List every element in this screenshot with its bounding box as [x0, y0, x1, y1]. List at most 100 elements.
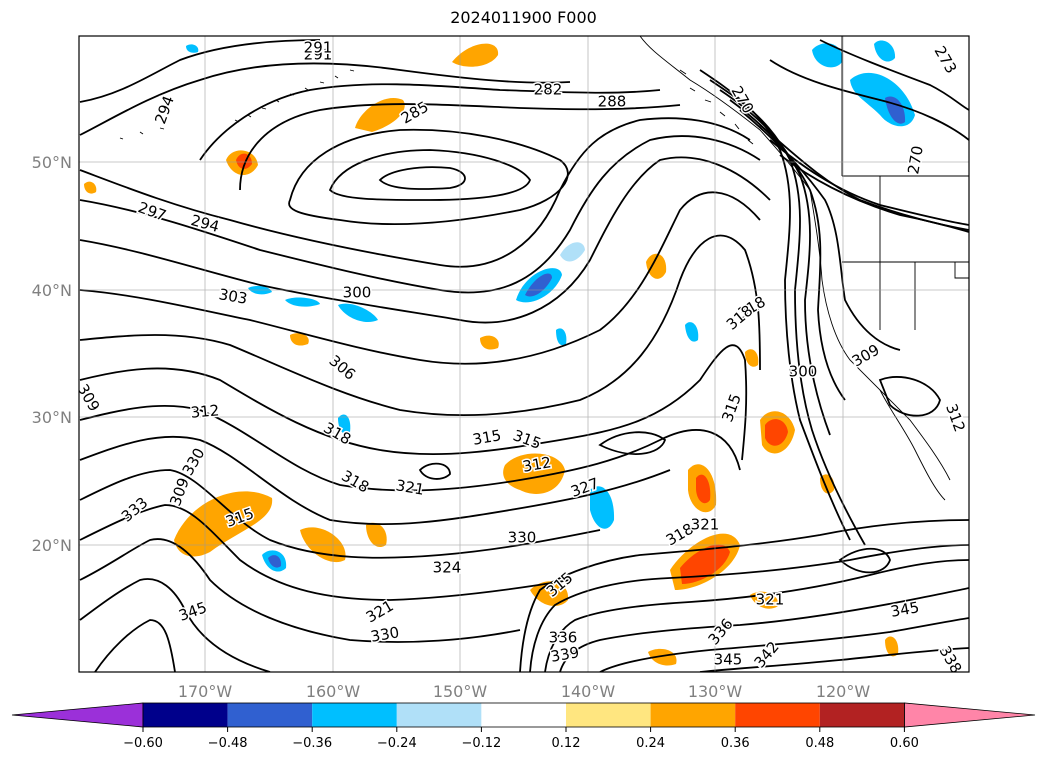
- lon-tick-label: 120°W: [816, 682, 871, 701]
- contour-line: [779, 154, 969, 233]
- shade-patch: [268, 555, 282, 568]
- colorbar-segment: [650, 703, 736, 727]
- colorbar-tick-label: 0.60: [890, 736, 919, 751]
- shade-patch: [338, 414, 351, 435]
- lat-tick-label: 20°N: [32, 536, 72, 555]
- contour-line: [79, 435, 671, 526]
- coastline-alaska-islands: [679, 69, 754, 145]
- shade-patch: [530, 581, 569, 606]
- shade-patch: [480, 335, 499, 350]
- colorbar-tick-label: −0.36: [292, 736, 332, 751]
- shade-patch: [745, 349, 759, 367]
- contour-label: 312: [190, 401, 220, 421]
- shade-patch: [285, 297, 320, 307]
- contour-label: 336: [549, 629, 578, 647]
- contour-line: [328, 149, 531, 201]
- map-area: [79, 36, 969, 672]
- shade-patch: [452, 43, 499, 67]
- colorbar-segment: [143, 703, 228, 727]
- colorbar-segment: [396, 703, 482, 727]
- colorbar: −0.60 −0.48 −0.36 −0.24 −0.12 0.12 0.24 0.36 0.4…: [11, 702, 1036, 751]
- map-gridlines: [79, 36, 969, 672]
- lat-tick-label: 30°N: [32, 408, 72, 427]
- colorbar-tick-label: 0.12: [552, 736, 581, 751]
- shaded-fields: [84, 40, 915, 666]
- contour-line: [79, 405, 741, 492]
- shade-patch: [174, 491, 273, 557]
- contour-label: 324: [433, 559, 462, 577]
- contour-line: [79, 578, 271, 672]
- contour-label: 282: [534, 81, 563, 99]
- colorbar-tick-label: −0.60: [123, 736, 163, 751]
- map-title: 2024011900 F000: [450, 8, 597, 27]
- shade-patch: [646, 253, 667, 279]
- colorbar-tick-label: 0.24: [636, 736, 665, 751]
- shade-patch: [556, 328, 567, 346]
- lat-tick-label: 40°N: [32, 281, 72, 300]
- contour-line: [79, 344, 748, 461]
- state-borders: [842, 175, 969, 330]
- shade-patch: [685, 322, 699, 342]
- colorbar-tick-label: −0.12: [461, 736, 501, 751]
- colorbar-segment: [819, 703, 905, 727]
- contour-line: [79, 135, 761, 294]
- contour-line: [838, 547, 891, 574]
- shade-patch: [84, 181, 97, 194]
- lon-tick-label: 150°W: [433, 682, 488, 701]
- contour-line: [599, 617, 969, 672]
- shade-patch: [525, 273, 552, 297]
- colorbar-segment: [481, 703, 566, 727]
- contour-line: [79, 156, 771, 324]
- shade-patch: [503, 453, 565, 494]
- contour-line: [199, 83, 661, 161]
- contour-label: 321: [756, 591, 785, 609]
- contour-line: [79, 504, 571, 601]
- colorbar-segment: [566, 703, 651, 727]
- colorbar-tick-label: −0.48: [208, 736, 248, 751]
- lon-tick-label: 140°W: [561, 682, 616, 701]
- contour-line: [519, 519, 969, 672]
- shade-patch: [648, 648, 677, 666]
- shade-patch: [366, 522, 387, 548]
- contour-line: [559, 587, 969, 672]
- shade-patch: [885, 636, 899, 657]
- contour-line: [544, 559, 969, 672]
- lat-tick-label: 50°N: [32, 153, 72, 172]
- colorbar-segment: [312, 703, 397, 727]
- contour-line: [769, 139, 969, 226]
- contour-line: [878, 376, 941, 417]
- lat-tick-labels: 50°N 40°N 30°N 20°N: [32, 153, 72, 555]
- contour-label: 315: [471, 426, 502, 449]
- shade-patch: [290, 333, 309, 346]
- map-frame: [78, 35, 970, 673]
- contour-line: [79, 39, 321, 103]
- contour-line: [819, 39, 969, 111]
- shade-patch: [355, 98, 405, 132]
- colorbar-border: [142, 702, 905, 728]
- lon-tick-label: 130°W: [688, 682, 743, 701]
- coastline-baja: [879, 389, 946, 501]
- colorbar-extend-high: [904, 702, 1036, 728]
- colorbar-tick-label: −0.24: [377, 736, 417, 751]
- contour-line: [529, 544, 969, 672]
- shade-patch: [186, 44, 199, 53]
- contour-line: [79, 538, 521, 643]
- shade-patch: [812, 43, 843, 68]
- contour-line: [94, 619, 176, 672]
- colorbar-segment: [227, 703, 313, 727]
- contour-label: 345: [714, 651, 743, 669]
- shade-patch: [680, 544, 730, 584]
- shade-patch: [765, 419, 788, 446]
- contour-label: 291: [304, 46, 333, 64]
- contour-label: 291: [304, 39, 333, 57]
- shade-patch: [696, 474, 711, 504]
- colorbar-tick-label: 0.48: [805, 736, 834, 751]
- shade-patch: [560, 242, 585, 262]
- contour-label: 270: [904, 144, 927, 175]
- contour-line: [719, 89, 831, 436]
- shade-patch: [338, 303, 378, 323]
- contour-line: [739, 109, 901, 351]
- contour-label: 330: [508, 529, 537, 547]
- contour-label: 300: [343, 284, 372, 302]
- coastline-na-west: [809, 189, 951, 481]
